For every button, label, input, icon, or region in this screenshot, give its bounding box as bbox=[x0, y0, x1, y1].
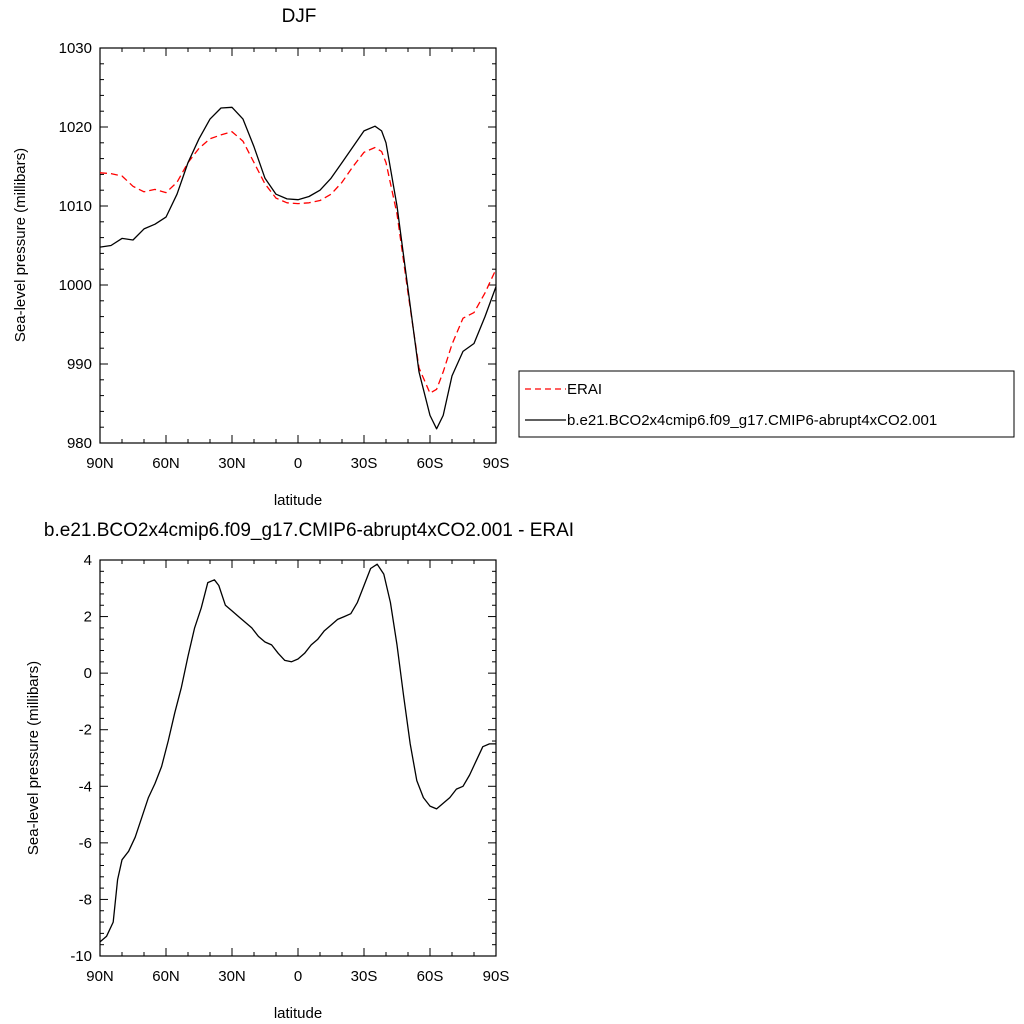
bottom-panel: b.e21.BCO2x4cmip6.f09_g17.CMIP6-abrupt4x… bbox=[25, 520, 574, 1022]
bottom-y-axis-label: Sea-level pressure (millibars) bbox=[25, 661, 42, 855]
bottom-y-tick-label: 4 bbox=[84, 552, 92, 569]
top-y-tick-label: 1010 bbox=[59, 198, 92, 215]
bottom-y-tick-label: -10 bbox=[70, 948, 92, 965]
top-series-line-model bbox=[99, 106, 497, 430]
bottom-x-tick-label: 90S bbox=[483, 968, 510, 985]
legend-label-erai: ERAI bbox=[567, 381, 602, 398]
top-x-tick-label: 30S bbox=[351, 455, 378, 472]
top-y-tick-label: 980 bbox=[67, 435, 92, 452]
top-chart-title: DJF bbox=[282, 6, 317, 27]
bottom-y-tick-label: -4 bbox=[79, 778, 92, 795]
top-y-tick-label: 1000 bbox=[59, 277, 92, 294]
legend-label-model: b.e21.BCO2x4cmip6.f09_g17.CMIP6-abrupt4x… bbox=[567, 412, 937, 429]
bottom-x-tick-label: 90N bbox=[86, 968, 114, 985]
top-x-tick-label: 90N bbox=[86, 455, 114, 472]
top-series-group bbox=[99, 106, 497, 430]
legend-box bbox=[518, 370, 1015, 438]
top-panel: DJF 980 990 1000 1010 1020 1030 90N 60N 30N 0 30S… bbox=[12, 6, 1015, 509]
top-x-tick-label: 90S bbox=[483, 455, 510, 472]
bottom-series-line-model bbox=[99, 563, 496, 943]
top-x-ticks: 90N 60N 30N 0 30S 60S 90S bbox=[86, 48, 509, 472]
top-y-axis-label: Sea-level pressure (millibars) bbox=[12, 148, 29, 342]
top-y-ticks: 980 990 1000 1010 1020 1030 bbox=[59, 40, 496, 452]
bottom-series-group bbox=[99, 563, 496, 943]
bottom-x-tick-label: 30N bbox=[218, 968, 246, 985]
bottom-y-tick-label: 0 bbox=[84, 665, 92, 682]
top-x-tick-label: 30N bbox=[218, 455, 246, 472]
top-y-tick-label: 1030 bbox=[59, 40, 92, 57]
top-series-line-erai bbox=[99, 131, 497, 394]
bottom-x-tick-label: 60N bbox=[152, 968, 180, 985]
top-x-tick-label: 60N bbox=[152, 455, 180, 472]
bottom-y-ticks: -10 -8 -6 -4 -2 0 2 4 bbox=[70, 552, 496, 965]
top-plot-frame bbox=[99, 47, 497, 444]
bottom-y-tick-label: -6 bbox=[79, 835, 92, 852]
bottom-x-axis-label: latitude bbox=[274, 1005, 322, 1022]
bottom-x-ticks: 90N 60N 30N 0 30S 60S 90S bbox=[86, 560, 509, 985]
top-y-tick-label: 1020 bbox=[59, 119, 92, 136]
bottom-plot-frame bbox=[99, 559, 497, 957]
bottom-chart-title: b.e21.BCO2x4cmip6.f09_g17.CMIP6-abrupt4x… bbox=[44, 520, 574, 541]
top-x-tick-label: 60S bbox=[417, 455, 444, 472]
top-y-tick-label: 990 bbox=[67, 356, 92, 373]
bottom-y-tick-label: -8 bbox=[79, 891, 92, 908]
bottom-x-tick-label: 60S bbox=[417, 968, 444, 985]
legend: ERAI b.e21.BCO2x4cmip6.f09_g17.CMIP6-abr… bbox=[518, 370, 1015, 438]
bottom-y-tick-label: -2 bbox=[79, 722, 92, 739]
top-x-axis-label: latitude bbox=[274, 492, 322, 509]
bottom-y-tick-label: 2 bbox=[84, 609, 92, 626]
bottom-x-tick-label: 0 bbox=[294, 968, 302, 985]
bottom-x-tick-label: 30S bbox=[351, 968, 378, 985]
top-x-tick-label: 0 bbox=[294, 455, 302, 472]
